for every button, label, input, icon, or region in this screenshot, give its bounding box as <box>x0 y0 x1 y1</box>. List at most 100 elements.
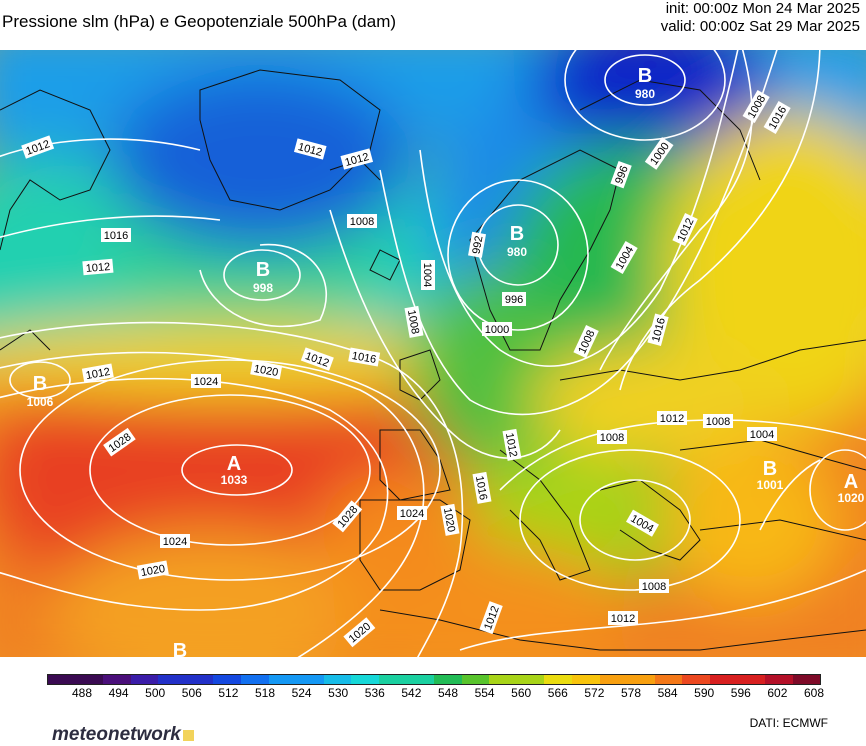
colorbar-segment <box>516 675 545 684</box>
svg-text:1012: 1012 <box>503 432 519 458</box>
colorbar-tick-label: 572 <box>584 686 605 700</box>
colorbar-segment <box>323 675 352 684</box>
svg-text:A: A <box>227 453 241 475</box>
colorbar-segment <box>434 675 462 684</box>
svg-text:1004: 1004 <box>750 429 774 441</box>
colorbar-tick-label: 578 <box>620 686 642 700</box>
isobar-label: 1016 <box>472 471 492 504</box>
isobar-label: 1000 <box>482 322 512 336</box>
svg-text:996: 996 <box>505 294 523 306</box>
svg-text:1006: 1006 <box>27 395 54 409</box>
colorbar-segment <box>489 675 517 684</box>
isobar-label: 1012 <box>608 611 638 625</box>
isobar-label: 1016 <box>101 228 131 242</box>
isobar-label: 1008 <box>404 305 424 338</box>
svg-text:1004: 1004 <box>421 263 433 287</box>
isobar-label: 1004 <box>421 260 435 290</box>
isobar-label: 1008 <box>597 430 627 444</box>
svg-text:B: B <box>763 458 777 480</box>
weather-map: 1012 1012 1012 1016 1012 1008 1004 992 9… <box>0 50 866 657</box>
isobar-labels: 1012 1012 1012 1016 1012 1008 1004 992 9… <box>21 90 791 648</box>
svg-text:1001: 1001 <box>757 478 784 492</box>
colorbar-segment <box>461 675 490 684</box>
svg-text:1020: 1020 <box>441 507 457 533</box>
colorbar-segment <box>765 675 793 684</box>
colorbar-segment <box>241 675 269 684</box>
colorbar-segment <box>158 675 186 684</box>
svg-text:1016: 1016 <box>104 230 128 242</box>
colorbar-tick-label: 506 <box>181 686 202 700</box>
isobar-label: 1020 <box>440 503 460 536</box>
colorbar-segment <box>737 675 766 684</box>
svg-text:1008: 1008 <box>405 309 421 335</box>
chart-title: Pressione slm (hPa) e Geopotenziale 500h… <box>2 12 397 31</box>
colorbar-tick-label: 494 <box>108 686 129 700</box>
colorbar-tick-label: 608 <box>803 686 825 700</box>
colorbar-tick-label: 596 <box>730 686 751 700</box>
isobar-label: 1012 <box>502 428 522 461</box>
run-info: init: 00:00z Mon 24 Mar 2025 valid: 00:0… <box>661 0 860 36</box>
colorbar-segment <box>75 675 104 684</box>
colorbar-tick-label: 602 <box>767 686 788 700</box>
svg-text:B: B <box>638 65 652 87</box>
isobar-label: 1024 <box>160 534 190 548</box>
svg-text:980: 980 <box>507 245 527 259</box>
colorbar-tick-label: 512 <box>218 686 239 700</box>
isobar-label: 996 <box>502 292 526 306</box>
svg-text:1008: 1008 <box>706 416 730 428</box>
colorbar-segment <box>103 675 131 684</box>
isobar-label: 1012 <box>82 258 114 276</box>
colorbar-tick-label: 542 <box>401 686 422 700</box>
svg-text:B: B <box>173 640 187 657</box>
svg-text:1020: 1020 <box>140 563 166 579</box>
colorbar-tick-label: 554 <box>474 686 495 700</box>
isobar-label: 1012 <box>657 411 687 425</box>
colorbar-tick-label: 548 <box>437 686 459 700</box>
valid-time: valid: 00:00z Sat 29 Mar 2025 <box>660 18 860 35</box>
colorbar-segment <box>378 675 407 684</box>
colorbar-tick-label: 488 <box>71 686 93 700</box>
svg-text:1020: 1020 <box>838 491 865 505</box>
isobar-label: 1008 <box>639 579 669 593</box>
colorbar-segment <box>130 675 159 684</box>
svg-text:998: 998 <box>253 281 273 295</box>
colorbar-segment <box>709 675 738 684</box>
svg-text:1012: 1012 <box>85 366 111 382</box>
isobar-label: 1024 <box>191 374 221 388</box>
colorbar-segment <box>792 675 821 684</box>
colorbar-tick-label: 530 <box>328 686 349 700</box>
isobar-label: 1004 <box>747 427 777 441</box>
colorbar <box>47 674 821 685</box>
isobar-label: 1024 <box>397 506 427 520</box>
isobar-label: 1012 <box>81 363 114 383</box>
colorbar-segment <box>571 675 600 684</box>
svg-text:A: A <box>844 471 858 493</box>
colorbar-segment <box>296 675 324 684</box>
colorbar-segment <box>213 675 242 684</box>
svg-text:996: 996 <box>613 164 631 185</box>
isobars <box>0 50 866 657</box>
svg-text:1008: 1008 <box>350 216 374 228</box>
colorbar-segment <box>48 675 76 684</box>
colorbar-tick-label: 524 <box>291 686 312 700</box>
svg-text:1033: 1033 <box>221 473 248 487</box>
svg-text:1012: 1012 <box>660 413 684 425</box>
meteonetwork-logo: meteonetwork <box>52 724 194 746</box>
svg-text:B: B <box>256 259 270 281</box>
svg-text:1012: 1012 <box>85 261 110 275</box>
svg-text:B: B <box>510 223 524 245</box>
isobar-label: 1008 <box>347 214 377 228</box>
svg-text:1024: 1024 <box>163 536 187 548</box>
colorbar-segment <box>682 675 710 684</box>
svg-text:1024: 1024 <box>400 508 424 520</box>
colorbar-tick-label: 560 <box>511 686 532 700</box>
colorbar-segment <box>599 675 628 684</box>
isobar-label: 1020 <box>136 560 169 580</box>
colorbar-tick-label: 584 <box>657 686 678 700</box>
